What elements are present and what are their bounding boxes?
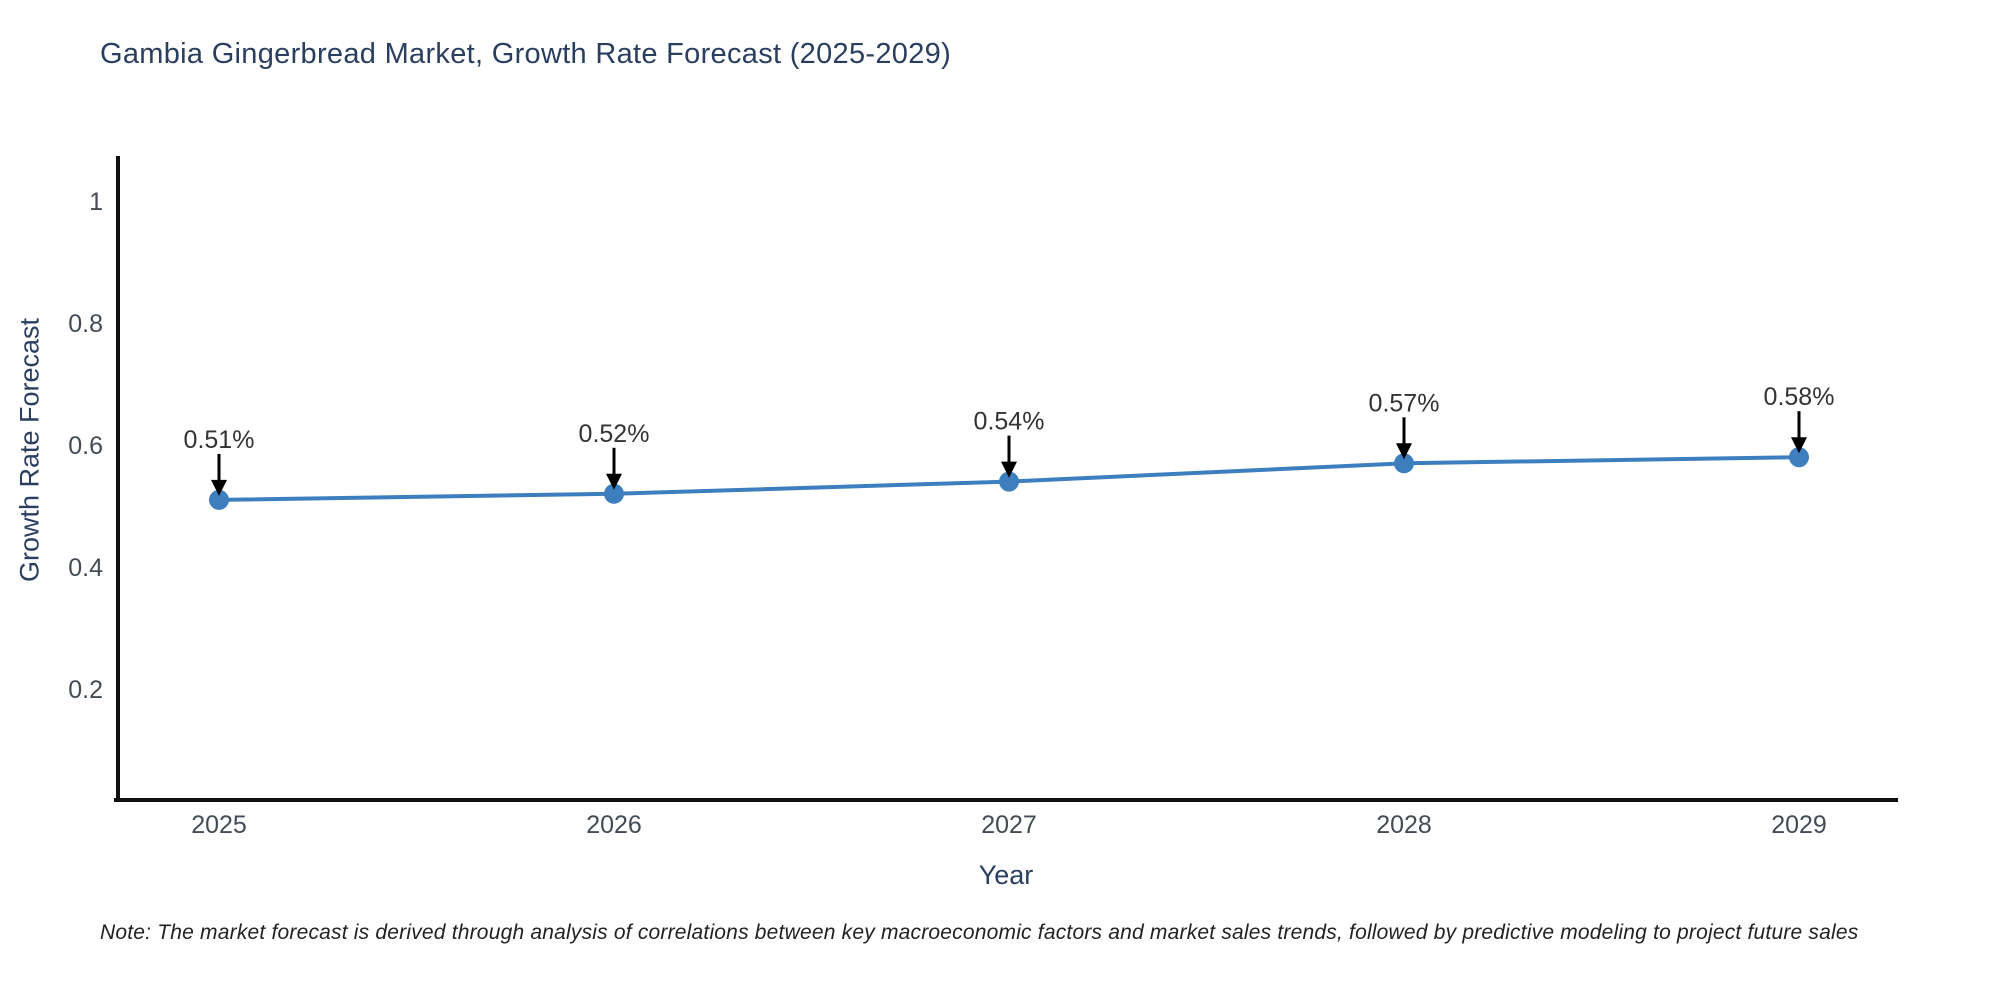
data-point-label: 0.52% [579,420,650,448]
y-tick-label: 1 [89,188,103,216]
data-point-marker[interactable] [999,471,1019,492]
data-point-label: 0.54% [974,408,1045,436]
data-point-label: 0.58% [1764,383,1835,411]
data-point-marker[interactable] [1394,453,1414,474]
x-tick-label: 2028 [1376,811,1432,839]
data-point-label: 0.51% [184,426,255,454]
annotation-arrowhead-icon [1791,437,1807,454]
data-point-marker[interactable] [604,483,624,504]
x-tick-label: 2029 [1771,811,1827,839]
annotation-arrowhead-icon [1396,443,1412,460]
x-tick-label: 2027 [981,811,1037,839]
y-tick-label: 0.2 [68,676,103,704]
data-point-label: 0.57% [1369,389,1440,417]
data-point-marker[interactable] [1789,447,1809,468]
chart-title: Gambia Gingerbread Market, Growth Rate F… [100,38,952,70]
x-axis-title: Year [978,860,1034,890]
y-tick-label: 0.6 [68,432,103,460]
annotation-arrowhead-icon [211,479,227,496]
data-point-marker[interactable] [209,489,229,510]
annotation-arrowhead-icon [1001,461,1017,478]
x-tick-label: 2025 [191,811,247,839]
footnote: Note: The market forecast is derived thr… [100,921,1859,944]
y-tick-label: 0.8 [68,310,103,338]
annotation-arrowhead-icon [606,473,622,490]
y-tick-label: 0.4 [68,554,103,582]
x-tick-label: 2026 [586,811,642,839]
